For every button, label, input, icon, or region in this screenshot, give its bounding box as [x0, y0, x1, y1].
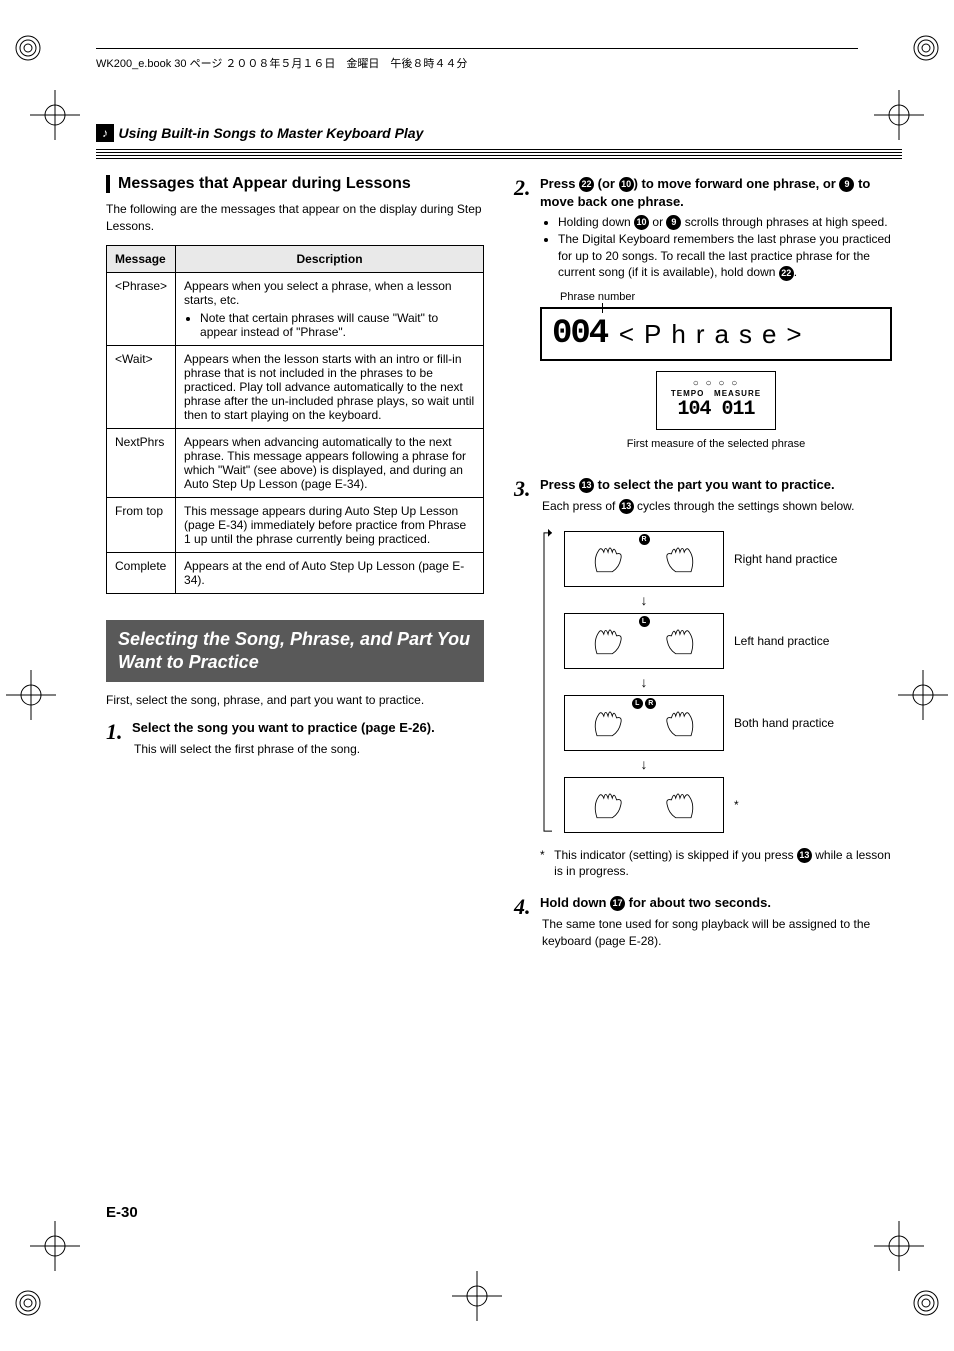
table-row: <Phrase> Appears when you select a phras…: [107, 272, 484, 345]
table-row: <Wait> Appears when the lesson starts wi…: [107, 345, 484, 428]
practice-cycle-diagram: R Right hand practice ↓ L: [540, 525, 892, 839]
footnote: * This indicator (setting) is skipped if…: [540, 847, 892, 881]
left-hand-icon: L: [639, 616, 650, 627]
step-bullets: Holding down 10 or 9 scrolls through phr…: [540, 214, 892, 281]
table-row: From top This message appears during Aut…: [107, 497, 484, 552]
step-heading: Press 13 to select the part you want to …: [540, 476, 892, 494]
reg-mark-icon: [906, 1283, 946, 1323]
tempo-label: TEMPO: [671, 389, 704, 398]
lcd-label: Phrase number: [560, 291, 892, 303]
arrow-down-icon: ↓: [564, 593, 724, 607]
hands-right-box: R: [564, 531, 724, 587]
crosshair-icon: [6, 670, 56, 720]
messages-table: Message Description <Phrase> Appears whe…: [106, 245, 484, 594]
chapter-title: Using Built-in Songs to Master Keyboard …: [118, 125, 423, 141]
left-hand-icon: L: [632, 698, 643, 709]
hands-right-label: Right hand practice: [734, 552, 837, 566]
section-intro: The following are the messages that appe…: [106, 201, 484, 235]
measure-label: MEASURE: [714, 389, 761, 398]
right-column: 2. Press 22 (or 10) to move forward one …: [514, 175, 892, 957]
step-number: 2.: [514, 175, 540, 468]
button-ref-icon: 22: [779, 266, 794, 281]
arrow-down-icon: ↓: [564, 675, 724, 689]
button-ref-icon: 10: [619, 177, 634, 192]
table-cell-message: From top: [107, 497, 176, 552]
button-ref-icon: 17: [610, 896, 625, 911]
tempo-value: 104: [677, 398, 710, 421]
step-3: 3. Press 13 to select the part you want …: [514, 476, 892, 880]
lcd-display: 004 <Phrase>: [540, 307, 892, 361]
measure-value: 011: [722, 398, 755, 421]
chapter-header: ♪ Using Built-in Songs to Master Keyboar…: [96, 130, 902, 160]
lcd-caption: First measure of the selected phrase: [540, 438, 892, 450]
crosshair-icon: [452, 1271, 502, 1321]
hands-none-label: *: [734, 798, 739, 812]
table-cell-description: Appears when you select a phrase, when a…: [176, 272, 484, 345]
section-intro: First, select the song, phrase, and part…: [106, 692, 484, 709]
button-ref-icon: 10: [634, 215, 649, 230]
section-title-bar: Selecting the Song, Phrase, and Part You…: [106, 620, 484, 683]
step-body: Each press of 13 cycles through the sett…: [540, 498, 892, 515]
crosshair-icon: [30, 1221, 80, 1271]
table-cell-description: Appears when the lesson starts with an i…: [176, 345, 484, 428]
step-number: 4.: [514, 894, 540, 949]
hands-none-box: [564, 777, 724, 833]
hands-both-box: L R: [564, 695, 724, 751]
button-ref-icon: 13: [619, 499, 634, 514]
hands-left-box: L: [564, 613, 724, 669]
step-heading: Select the song you want to practice (pa…: [132, 719, 484, 737]
table-cell-description: Appears at the end of Auto Step Up Lesso…: [176, 552, 484, 593]
lcd-phrase-text: <Phrase>: [619, 319, 812, 350]
manual-page: WK200_e.book 30 ページ ２００８年５月１６日 金曜日 午後８時４…: [0, 0, 954, 1351]
crosshair-icon: [30, 90, 80, 140]
music-note-icon: ♪: [96, 124, 114, 142]
section-heading: Messages that Appear during Lessons: [106, 175, 484, 193]
hands-both-label: Both hand practice: [734, 716, 834, 730]
reg-mark-icon: [906, 28, 946, 68]
button-ref-icon: 9: [666, 215, 681, 230]
button-ref-icon: 9: [839, 177, 854, 192]
lcd-tempo-measure: ○ ○ ○ ○ TEMPO MEASURE 104 011: [656, 371, 776, 430]
button-ref-icon: 22: [579, 177, 594, 192]
right-hand-icon: R: [645, 698, 656, 709]
beat-dots-icon: ○ ○ ○ ○: [671, 378, 761, 389]
table-cell-message: Complete: [107, 552, 176, 593]
step-number: 3.: [514, 476, 540, 880]
page-number: E-30: [106, 1204, 138, 1221]
table-header-message: Message: [107, 245, 176, 272]
table-header-description: Description: [176, 245, 484, 272]
step-body: The same tone used for song playback wil…: [540, 916, 892, 950]
right-hand-icon: R: [639, 534, 650, 545]
table-cell-message: <Wait>: [107, 345, 176, 428]
step-number: 1.: [106, 719, 132, 757]
step-heading: Hold down 17 for about two seconds.: [540, 894, 892, 912]
framemaker-header: WK200_e.book 30 ページ ２００８年５月１６日 金曜日 午後８時４…: [96, 48, 858, 71]
table-cell-description: Appears when advancing automatically to …: [176, 428, 484, 497]
table-row: NextPhrs Appears when advancing automati…: [107, 428, 484, 497]
crosshair-icon: [898, 670, 948, 720]
step-body: This will select the first phrase of the…: [132, 741, 484, 758]
left-column: Messages that Appear during Lessons The …: [106, 175, 484, 957]
table-row: Complete Appears at the end of Auto Step…: [107, 552, 484, 593]
crosshair-icon: [874, 1221, 924, 1271]
step-1: 1. Select the song you want to practice …: [106, 719, 484, 757]
reg-mark-icon: [8, 28, 48, 68]
table-cell-description: This message appears during Auto Step Up…: [176, 497, 484, 552]
table-cell-message: <Phrase>: [107, 272, 176, 345]
lcd-phrase-number: 004: [552, 315, 607, 353]
step-2: 2. Press 22 (or 10) to move forward one …: [514, 175, 892, 468]
step-4: 4. Hold down 17 for about two seconds. T…: [514, 894, 892, 949]
table-cell-message: NextPhrs: [107, 428, 176, 497]
button-ref-icon: 13: [579, 478, 594, 493]
hands-left-label: Left hand practice: [734, 634, 829, 648]
button-ref-icon: 13: [797, 848, 812, 863]
arrow-down-icon: ↓: [564, 757, 724, 771]
reg-mark-icon: [8, 1283, 48, 1323]
step-heading: Press 22 (or 10) to move forward one phr…: [540, 175, 892, 210]
